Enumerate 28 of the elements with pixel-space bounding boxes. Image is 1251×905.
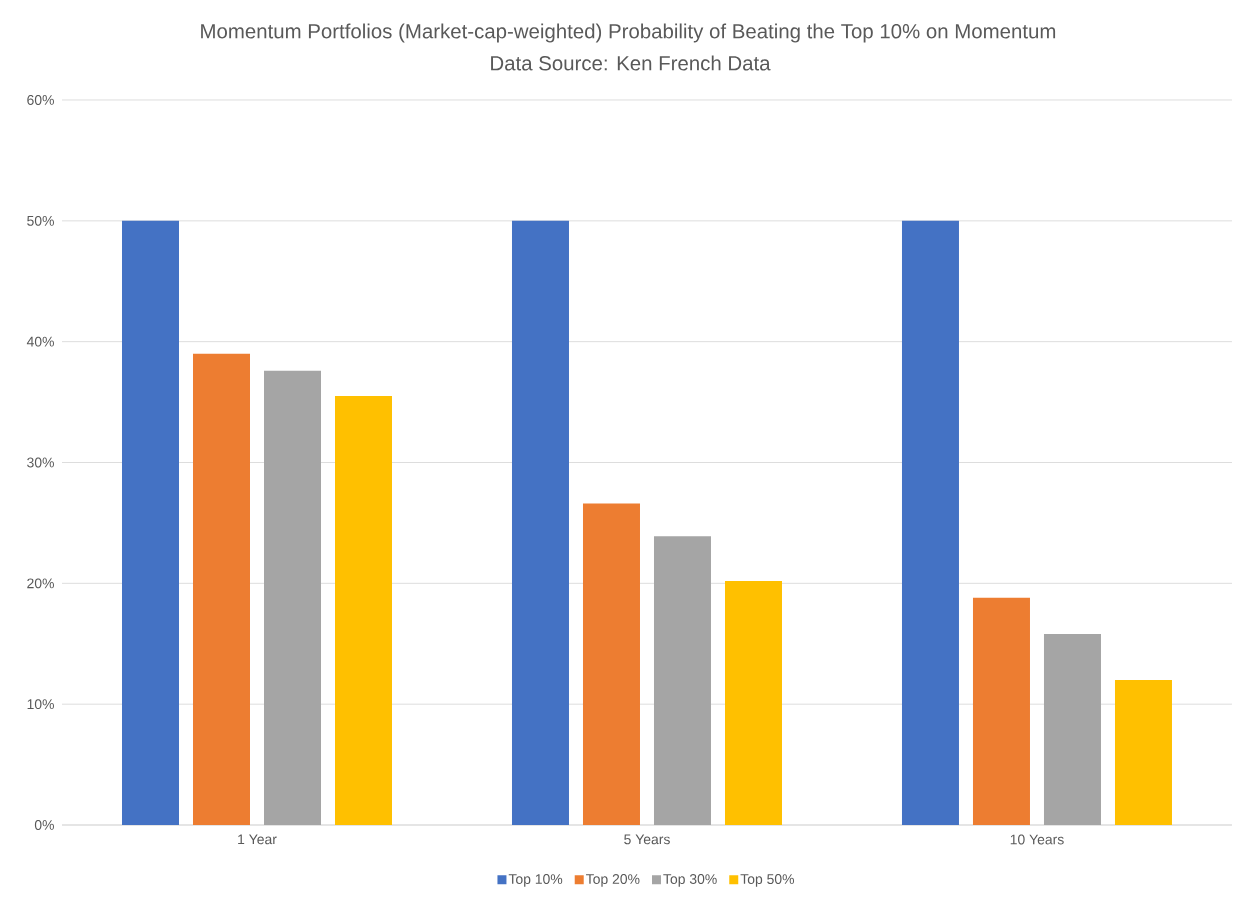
legend-label: Top 20% (586, 874, 640, 887)
bar (582, 503, 640, 825)
bar (1043, 634, 1101, 825)
x-tick-label: 1 Year (238, 834, 277, 845)
y-tick-label: 10% (27, 699, 54, 710)
chart-title: Momentum Portfolios (Market-cap-weighted) Probability of Beating the Top 10% on Momentum (201, 23, 1056, 43)
bar (1114, 680, 1172, 825)
bar (193, 353, 250, 825)
bar (511, 220, 569, 825)
bar (653, 536, 711, 825)
bar (724, 580, 782, 825)
bar (901, 220, 959, 825)
y-tick-label: 50% (27, 215, 54, 226)
y-tick-label: 0% (34, 820, 54, 830)
x-tick-label: 5 Years (624, 834, 670, 845)
bar (264, 370, 321, 825)
legend-label: Top 50% (740, 874, 795, 887)
legend-label: Top 30% (663, 874, 717, 887)
y-tick-label: 20% (27, 578, 54, 589)
bar (972, 597, 1030, 825)
chart-subtitle: Data Source: Ken French Data (491, 55, 771, 71)
legend-label: Top 10% (508, 874, 563, 887)
y-tick-label: 40% (26, 336, 54, 347)
y-tick-label: 60% (27, 95, 54, 105)
bar (335, 396, 392, 825)
y-tick-label: 30% (27, 457, 54, 468)
x-tick-label: 10 Years (1010, 834, 1064, 845)
bar (121, 220, 179, 825)
